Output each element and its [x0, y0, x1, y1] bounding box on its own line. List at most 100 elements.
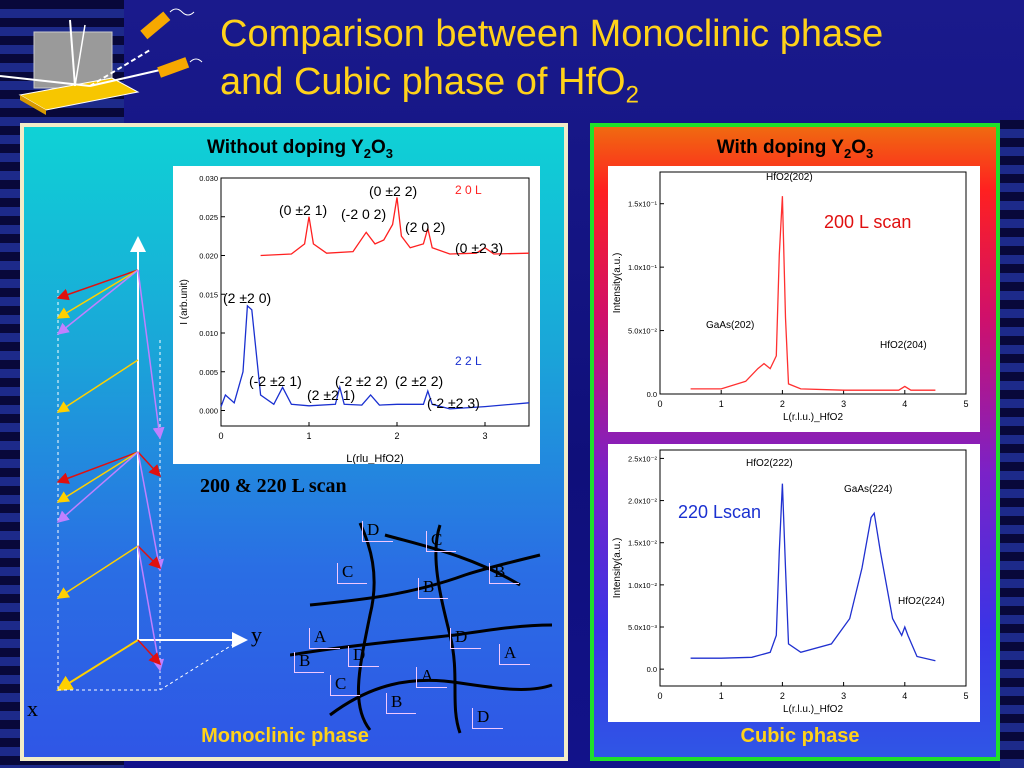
domain-label-d: D: [362, 521, 394, 542]
series-line-22L: [220, 304, 530, 410]
x-axis-title: L(r.l.u.)_HfO2: [783, 704, 843, 715]
y-tick-label: 0.000: [199, 407, 218, 416]
x-tick-label: 5: [963, 399, 968, 409]
domain-label-a: A: [416, 667, 448, 688]
domain-label-b: B: [294, 652, 325, 673]
x-axis-title: L(r.l.u.)_HfO2: [783, 412, 843, 423]
y-tick-label: 0.0: [647, 665, 657, 674]
domain-label-c: C: [330, 675, 361, 696]
cubic-200-l-scan-chart: 0 1 2 3 4 5 0.0 5.0x10⁻² 1.0x10⁻¹ 1.5x10⁻¹ L(r.l.u…: [612, 171, 969, 423]
annotation: 2 0 L: [455, 183, 482, 197]
title-line-1: Comparison between Monoclinic phase: [220, 13, 884, 55]
domain-label-d: D: [450, 628, 482, 649]
cubic-220-l-scan-chart: 0 1 2 3 4 5 0.0 5.0x10⁻³ 1.0x10⁻² 1.5x10⁻² 2.0x10⁻…: [612, 449, 969, 715]
series-line-s0: [690, 483, 936, 662]
domain-label-d: D: [472, 708, 504, 729]
monoclinic-l-scan-chart: 0 1 2 3 0.000 0.005 0.010 0.015 0.020 0.025 0.030 L…: [179, 174, 530, 465]
domain-label-a: A: [499, 644, 531, 665]
x-tick-label: 0: [657, 691, 662, 701]
monoclinic-lattice-schematic: [56, 236, 248, 692]
annotation: 220 Lscan: [678, 502, 761, 522]
y-tick-label: 2.5x10⁻²: [628, 454, 657, 463]
x-tick-label: 5: [963, 691, 968, 701]
y-tick-label: 0.005: [199, 368, 218, 377]
annotation: 2 2 L: [455, 354, 482, 368]
annotation: HfO2(204): [880, 340, 927, 351]
x-tick-label: 3: [841, 691, 846, 701]
domain-label-c: C: [337, 563, 368, 584]
annotation: (-2 ±2 2): [335, 373, 388, 389]
right-stripe-decoration: [1000, 120, 1024, 768]
annotation: (-2 0 2): [341, 206, 386, 222]
y-tick-label: 5.0x10⁻²: [628, 327, 657, 336]
domain-label-a: A: [309, 628, 341, 649]
x-tick-label: 1: [719, 691, 724, 701]
x-tick-label: 1: [306, 431, 311, 441]
right-panel-footer: Cubic phase: [740, 725, 860, 747]
y-tick-label: 2.0x10⁻²: [628, 497, 657, 506]
y-axis-label: y: [251, 622, 262, 647]
x-tick-label: 4: [902, 399, 907, 409]
annotation: (0 ±2 3): [455, 240, 503, 256]
x-tick-label: 4: [902, 691, 907, 701]
y-tick-label: 1.0x10⁻¹: [628, 263, 657, 272]
plot-frame: [220, 177, 530, 427]
monoclinic-l-scan-plot: 0 1 2 3 0.000 0.005 0.010 0.015 0.020 0.025 0.030 L…: [173, 166, 540, 465]
domain-label-b: B: [418, 578, 449, 599]
x-axis-title: L(rlu_HfO2): [346, 453, 403, 464]
left-panel-footer: Monoclinic phase: [201, 725, 369, 747]
scan-label: 200 & 220 L scan: [200, 475, 347, 497]
x-tick-label: 2: [780, 691, 785, 701]
y-axis-title: Intensity(a.u.): [612, 253, 623, 314]
annotation: GaAs(202): [706, 320, 754, 331]
domain-label-b: B: [489, 563, 520, 584]
y-tick-label: 0.020: [199, 252, 218, 261]
x-axis-label: x: [27, 696, 38, 721]
x-tick-label: 0: [657, 399, 662, 409]
series-line-s0: [690, 196, 936, 391]
annotation: HfO2(202): [766, 172, 813, 183]
cubic-220-l-scan-plot: 0 1 2 3 4 5 0.0 5.0x10⁻³ 1.0x10⁻² 1.5x10⁻² 2.0x10⁻…: [608, 444, 980, 722]
annotation: (2 0 2): [405, 219, 445, 235]
right-panel-heading: With doping Y2O3: [716, 137, 874, 161]
x-tick-label: 3: [841, 399, 846, 409]
annotation: (2 ±2 2): [395, 373, 443, 389]
y-tick-label: 0.010: [199, 329, 218, 338]
annotation: HfO2(224): [898, 596, 945, 607]
y-tick-label: 1.5x10⁻²: [628, 539, 657, 548]
annotation: (0 ±2 2): [369, 183, 417, 199]
annotation: (2 ±2 0): [223, 290, 271, 306]
slide-title: Comparison between Monoclinic phase and …: [220, 10, 1020, 120]
cubic-200-l-scan-plot: 0 1 2 3 4 5 0.0 5.0x10⁻² 1.0x10⁻¹ 1.5x10⁻¹ L(r.l.u…: [608, 166, 980, 432]
y-tick-label: 1.5x10⁻¹: [628, 200, 657, 209]
domain-label-d: D: [348, 646, 380, 667]
domain-label-b: B: [386, 693, 417, 714]
y-tick-label: 0.025: [199, 213, 218, 222]
y-tick-label: 1.0x10⁻²: [628, 581, 657, 590]
plot-frame: [659, 449, 967, 687]
annotation: (2 ±2 1): [307, 387, 355, 403]
left-panel-heading: Without doping Y2O3: [207, 137, 393, 161]
x-tick-label: 0: [218, 431, 223, 441]
annotation: (0 ±2 1): [279, 202, 327, 218]
diffraction-logo-icon: [0, 8, 203, 115]
x-tick-label: 2: [394, 431, 399, 441]
plot-frame: [659, 171, 967, 395]
annotation: 200 L scan: [824, 212, 911, 232]
domain-boundary-diagram: [290, 522, 553, 734]
series-line-20L: [260, 197, 530, 257]
x-tick-label: 3: [482, 431, 487, 441]
y-tick-label: 0.0: [647, 390, 657, 399]
domain-label-c: C: [426, 531, 457, 552]
annotation: (-2 ±2 1): [249, 373, 302, 389]
annotation: GaAs(224): [844, 484, 892, 495]
y-tick-label: 5.0x10⁻³: [628, 623, 657, 632]
x-tick-label: 2: [780, 399, 785, 409]
title-line-2: and Cubic phase of HfO2: [220, 61, 639, 109]
annotation: HfO2(222): [746, 458, 793, 469]
y-axis-title: I (arb.unit): [179, 279, 190, 325]
annotation: (-2 ±2 3): [427, 395, 480, 411]
x-tick-label: 1: [719, 399, 724, 409]
y-tick-label: 0.030: [199, 174, 218, 183]
y-tick-label: 0.015: [199, 290, 218, 299]
